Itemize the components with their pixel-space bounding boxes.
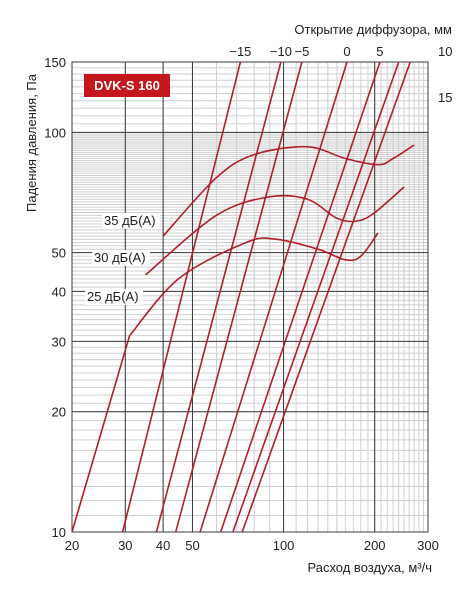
x-tick-label: 100	[273, 538, 295, 553]
diffuser-opening-line	[232, 62, 400, 532]
diffuser-opening-line	[219, 62, 381, 532]
x-axis-ticks: 20 30 40 50 100 200 300	[65, 538, 439, 553]
diffuser-opening-line	[155, 62, 282, 532]
noise-curves-layer: 35 дБ(А) 30 дБ(А) 25 дБ(А)	[85, 144, 415, 337]
diffuser-opening-line	[174, 62, 303, 532]
y-axis-ticks: 10 20 30 40 50 100 150	[44, 55, 66, 540]
x-tick-label: 50	[185, 538, 199, 553]
diffuser-opening-label: 15	[438, 90, 452, 105]
noise-label-background	[92, 250, 150, 266]
model-badge: DVK-S 160	[84, 74, 170, 97]
y-tick-label: 100	[44, 125, 66, 140]
y-tick-label: 30	[52, 334, 66, 349]
x-tick-label: 200	[364, 538, 386, 553]
noise-level-curve	[162, 144, 415, 237]
model-badge-text: DVK-S 160	[94, 78, 160, 93]
noise-level-label: 25 дБ(А)	[87, 289, 139, 304]
diffuser-opening-label: −10	[270, 44, 292, 59]
noise-level-label: 35 дБ(А)	[104, 213, 156, 228]
diffuser-opening-label: 5	[376, 44, 383, 59]
y-tick-label: 150	[44, 55, 66, 70]
y-axis-title: Падения давления, Па	[24, 73, 39, 212]
top-axis-title: Открытие диффузора, мм	[294, 22, 452, 37]
y-tick-label: 40	[52, 284, 66, 299]
diffuser-opening-line	[121, 62, 242, 532]
top-axis-labels: −15 −10 −5 0 5 10 15	[229, 44, 452, 105]
series-layer	[72, 62, 411, 532]
y-tick-label: 50	[52, 246, 66, 261]
model-badge-background	[84, 74, 170, 97]
x-axis-title: Расход воздуха, м³/ч	[307, 560, 432, 575]
x-tick-label: 300	[417, 538, 439, 553]
x-tick-label: 30	[118, 538, 132, 553]
noise-level-curve	[145, 186, 405, 276]
y-tick-label: 10	[52, 525, 66, 540]
x-tick-label: 20	[65, 538, 79, 553]
noise-label-background	[102, 213, 160, 229]
y-tick-label: 20	[52, 405, 66, 420]
diffuser-opening-line	[199, 62, 348, 532]
diffuser-opening-line	[72, 335, 131, 532]
diffuser-opening-label: 10	[438, 44, 452, 59]
noise-level-curve	[128, 232, 379, 337]
noise-label-background	[85, 289, 143, 305]
plot-border	[71, 61, 429, 533]
x-tick-label: 40	[156, 538, 170, 553]
diffuser-opening-label: −5	[295, 44, 310, 59]
diffuser-opening-label: −15	[229, 44, 251, 59]
diffuser-opening-label: 0	[343, 44, 350, 59]
diffuser-opening-line	[241, 62, 411, 532]
noise-level-label: 30 дБ(А)	[94, 250, 146, 265]
